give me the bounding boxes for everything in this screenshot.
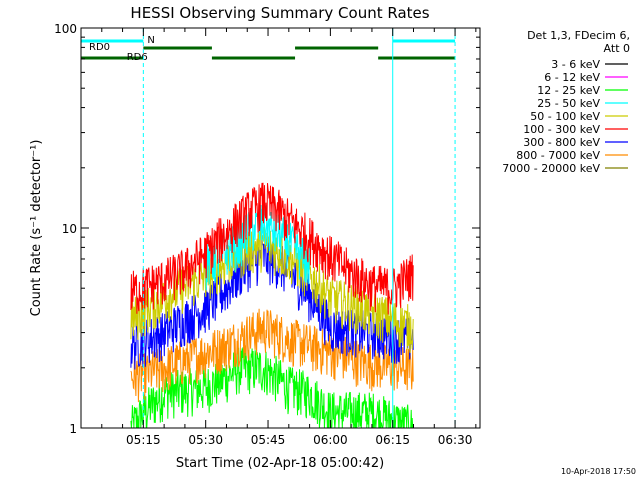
y-tick-label: 100 [54, 22, 77, 36]
state-bar-label: N [147, 35, 154, 46]
legend-header-2: Att 0 [604, 42, 630, 55]
state-bar-rd6: RD6 [81, 52, 456, 63]
legend-entry-label: 12 - 25 keV [537, 84, 600, 97]
state-bar-n: N [81, 35, 456, 46]
state-bar-label: RD6 [127, 52, 148, 63]
series-trace [130, 346, 414, 429]
state-bar-rd0: RD0 [89, 42, 379, 53]
y-tick-label: 1 [69, 422, 77, 436]
legend-entry-label: 100 - 300 keV [523, 123, 600, 136]
series-12-25-kev [130, 346, 414, 429]
y-axis-label: Count Rate (s⁻¹ detector⁻¹) [29, 140, 44, 317]
legend-entry-label: 7000 - 20000 keV [502, 162, 600, 175]
x-tick-label: 05:30 [188, 433, 223, 447]
legend-entry-label: 300 - 800 keV [523, 136, 600, 149]
state-bar-label: RD0 [89, 42, 110, 53]
series-100-300-kev [130, 182, 414, 315]
legend-header-1: Det 1,3, FDecim 6, [527, 29, 630, 42]
series-800-7000-kev [130, 308, 414, 403]
x-tick-label: 05:45 [251, 433, 286, 447]
x-tick-label: 06:30 [438, 433, 473, 447]
chart-title: HESSI Observing Summary Count Rates [130, 4, 429, 22]
legend-entry-label: 25 - 50 keV [537, 97, 600, 110]
y-tick-label: 10 [62, 222, 77, 236]
x-tick-label: 06:00 [313, 433, 348, 447]
x-axis-label: Start Time (02-Apr-18 05:00:42) [176, 456, 384, 471]
footer-timestamp: 10-Apr-2018 17:50 [561, 467, 636, 476]
legend-entry-label: 50 - 100 keV [530, 110, 600, 123]
legend-entry-label: 6 - 12 keV [544, 71, 600, 84]
x-tick-label: 06:15 [375, 433, 410, 447]
series-trace [130, 182, 414, 315]
legend-entry-label: 3 - 6 keV [551, 58, 600, 71]
series-trace [130, 308, 414, 403]
x-tick-label: 05:15 [126, 433, 161, 447]
legend-entry-label: 800 - 7000 keV [516, 149, 600, 162]
